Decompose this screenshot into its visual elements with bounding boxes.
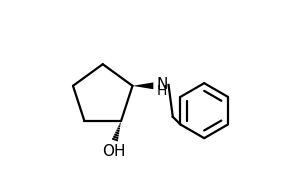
Text: N: N — [156, 77, 168, 92]
Text: H: H — [157, 84, 167, 98]
Polygon shape — [132, 83, 153, 89]
Text: OH: OH — [102, 144, 125, 159]
